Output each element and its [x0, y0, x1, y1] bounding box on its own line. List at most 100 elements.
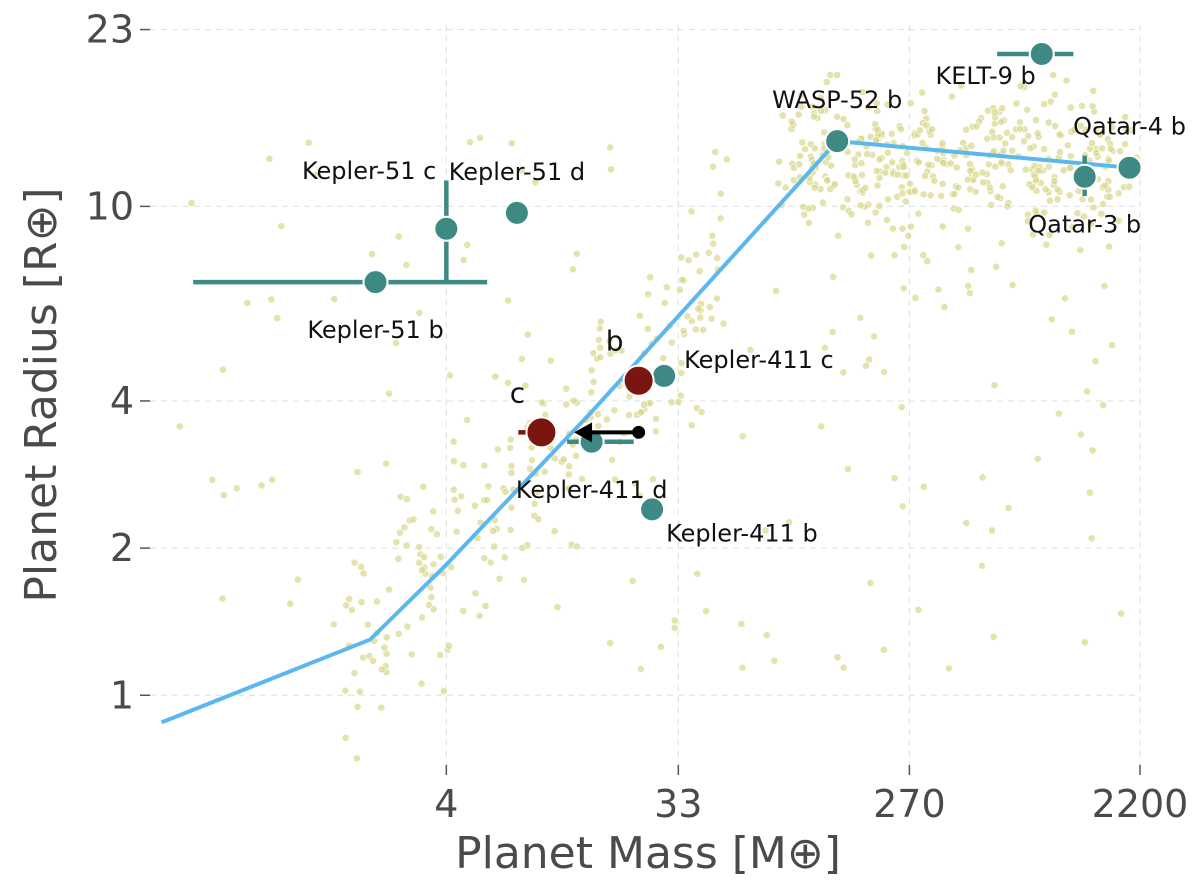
background-point	[875, 202, 884, 210]
background-point	[520, 575, 528, 584]
background-point	[810, 183, 819, 192]
background-point	[914, 209, 923, 218]
planet-marker	[362, 269, 389, 296]
background-point	[1028, 183, 1037, 192]
background-point	[564, 470, 573, 479]
background-point	[696, 313, 705, 322]
background-point	[711, 148, 720, 156]
background-point	[311, 171, 320, 180]
background-point	[800, 210, 809, 219]
background-point	[644, 290, 653, 299]
annotations: Kepler-51 b Kepler-51 c Kepler-51 d Kepler-…	[302, 62, 1186, 547]
background-point	[507, 462, 516, 470]
background-point	[357, 598, 366, 606]
background-point	[392, 538, 401, 547]
new-planet-label: b	[606, 325, 624, 358]
background-point	[521, 381, 530, 390]
background-point	[809, 112, 818, 121]
background-point	[738, 432, 747, 441]
background-point	[480, 461, 489, 470]
background-point	[883, 148, 892, 157]
background-point	[1121, 140, 1130, 148]
background-point	[578, 475, 586, 483]
background-point	[631, 479, 639, 488]
background-point	[1088, 102, 1097, 111]
background-point	[914, 158, 923, 167]
background-point	[858, 171, 866, 179]
background-point	[640, 400, 648, 409]
background-point	[862, 361, 870, 370]
background-point	[606, 639, 614, 648]
background-point	[687, 207, 696, 216]
background-point	[1073, 209, 1082, 218]
background-point	[373, 597, 381, 606]
y-tick-label: 23	[86, 8, 134, 52]
background-point	[459, 256, 468, 264]
background-point	[1047, 315, 1056, 324]
background-point	[906, 99, 915, 108]
background-point	[1056, 148, 1064, 157]
background-point	[946, 159, 955, 168]
background-point	[797, 102, 806, 111]
background-point	[356, 687, 364, 696]
background-point	[342, 601, 351, 610]
background-point	[1050, 90, 1059, 99]
background-point	[1066, 163, 1074, 172]
background-point	[677, 359, 686, 367]
background-point	[420, 553, 429, 561]
background-point	[694, 304, 703, 313]
background-point	[1087, 534, 1096, 543]
background-point	[1008, 133, 1017, 142]
background-point	[1040, 100, 1048, 108]
background-point	[526, 464, 534, 473]
background-point	[956, 81, 965, 90]
background-point	[596, 317, 605, 326]
background-point	[866, 579, 875, 587]
background-point	[569, 396, 578, 405]
background-point	[265, 154, 274, 163]
background-point	[823, 176, 832, 185]
background-point	[1083, 387, 1092, 396]
y-axis-label: Planet Radius [R⊕]	[16, 187, 67, 602]
background-point	[594, 422, 603, 430]
background-point	[418, 566, 426, 575]
background-point	[896, 125, 905, 134]
background-point	[450, 457, 458, 466]
background-point	[987, 201, 995, 209]
background-point	[881, 168, 890, 177]
background-point	[377, 703, 386, 712]
background-point	[761, 526, 770, 535]
background-point	[795, 160, 804, 169]
background-point	[850, 155, 859, 164]
background-point	[540, 467, 549, 476]
background-point	[429, 507, 438, 516]
background-point	[1114, 189, 1123, 198]
background-point	[796, 152, 805, 160]
background-point	[1054, 409, 1063, 418]
background-point	[1066, 152, 1075, 161]
background-point	[702, 607, 710, 616]
background-point	[648, 475, 657, 484]
background-point	[1046, 196, 1054, 205]
background-point	[683, 312, 692, 321]
background-point	[637, 665, 645, 673]
background-point	[1105, 193, 1114, 201]
background-point	[785, 518, 794, 527]
background-point	[1104, 156, 1113, 165]
background-point	[964, 175, 972, 184]
background-point	[243, 299, 252, 307]
background-point	[1068, 327, 1076, 336]
background-point	[709, 239, 718, 248]
background-point	[774, 179, 783, 188]
background-point	[1087, 195, 1095, 204]
background-point	[596, 353, 605, 362]
background-point	[436, 651, 445, 659]
background-point	[1066, 103, 1075, 112]
background-point	[699, 325, 707, 334]
background-point	[1046, 97, 1055, 106]
background-point	[1100, 282, 1109, 291]
background-point	[659, 354, 668, 362]
background-point	[990, 108, 999, 117]
background-point	[1089, 203, 1098, 212]
background-point	[984, 160, 993, 169]
